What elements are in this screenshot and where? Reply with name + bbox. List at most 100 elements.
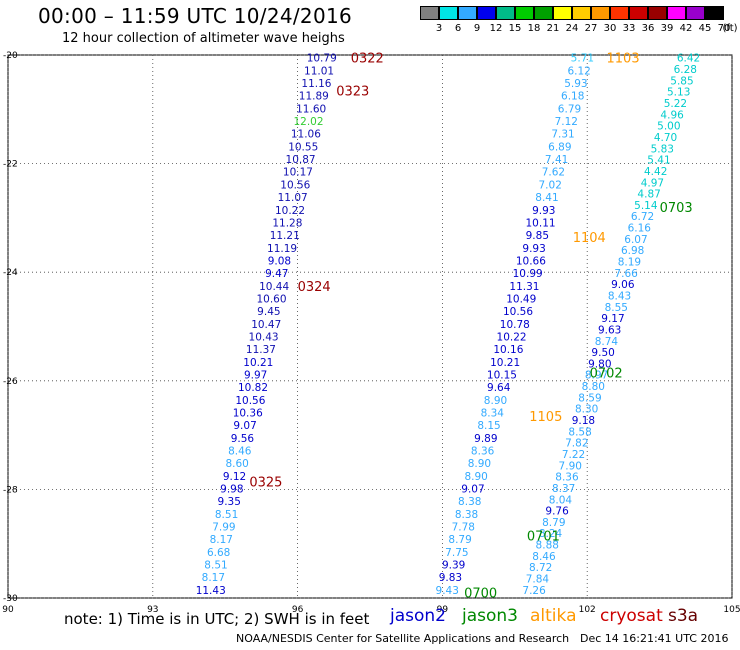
legend-tick-label: 24 (565, 23, 579, 34)
satellite-name-altika: altika (530, 606, 577, 626)
swh-value: 8.30 (575, 404, 598, 416)
swh-value: 9.07 (233, 420, 256, 432)
swh-value: 4.42 (644, 166, 667, 178)
legend-swatch (591, 6, 610, 20)
swh-value: 7.82 (565, 438, 588, 450)
swh-value: 8.04 (549, 494, 573, 506)
legend-tick-label: 39 (660, 23, 674, 34)
lat-tick-label: -22 (3, 160, 18, 170)
legend-tick-label: 42 (679, 23, 693, 34)
swh-value: 9.50 (591, 347, 614, 359)
swh-value: 11.01 (304, 65, 334, 77)
swh-value: 8.58 (568, 426, 591, 438)
swh-value: 10.56 (503, 306, 533, 318)
cycle-pass-label: 0701 (527, 530, 560, 545)
swh-value: 8.34 (481, 407, 505, 419)
swh-value: 10.15 (487, 369, 517, 381)
swh-value: 11.28 (272, 217, 302, 229)
swh-value: 6.42 (677, 53, 700, 65)
swh-value: 5.13 (667, 87, 690, 99)
legend-swatch (477, 6, 496, 20)
swh-value: 10.55 (288, 141, 318, 153)
swh-value: 8.59 (578, 392, 601, 404)
swh-value: 5.71 (571, 53, 594, 65)
swh-value: 7.84 (526, 574, 550, 586)
swh-value: 6.12 (567, 65, 590, 77)
swh-value: 7.26 (522, 585, 546, 597)
swh-value: 6.07 (624, 234, 647, 246)
legend-swatch (610, 6, 629, 20)
swh-value: 5.22 (664, 98, 687, 110)
swh-value: 5.14 (634, 200, 658, 212)
color-scale-legend: 3 6 9 12 15 18 21 24 27 30 33 36 39 42 45 70 (ft) (420, 6, 738, 40)
cycle-pass-label: 0325 (249, 475, 282, 490)
legend-swatch (439, 6, 458, 20)
swh-value: 10.66 (516, 255, 546, 267)
cycle-pass-label: 1103 (607, 52, 640, 67)
swh-value: 8.43 (608, 290, 631, 302)
legend-tick-label: 33 (622, 23, 636, 34)
swh-value: 11.07 (278, 192, 308, 204)
swh-value: 9.08 (268, 255, 291, 267)
swh-value: 9.17 (601, 313, 624, 325)
swh-value: 5.41 (647, 155, 670, 167)
swh-value: 4.70 (654, 132, 677, 144)
swh-value: 7.02 (539, 179, 562, 191)
legend-swatch (420, 6, 439, 20)
swh-value: 10.11 (526, 217, 556, 229)
swh-value: 8.24 (539, 528, 563, 540)
swh-value: 9.63 (598, 324, 621, 336)
swh-value: 8.72 (529, 562, 552, 574)
swh-value: 11.89 (299, 91, 329, 103)
cycle-pass-label: 0703 (660, 201, 693, 216)
swh-value: 9.18 (572, 415, 595, 427)
swh-value: 9.43 (436, 585, 459, 597)
cycle-pass-label: 0324 (298, 280, 331, 295)
swh-value: 10.49 (506, 293, 536, 305)
lon-tick-label: 90 (2, 605, 14, 615)
swh-value: 6.98 (621, 245, 644, 257)
lat-tick-label: -28 (3, 485, 18, 495)
cycle-pass-label: 0322 (351, 52, 384, 67)
legend-swatch (515, 6, 534, 20)
swh-value: 6.68 (207, 547, 230, 559)
swh-value: 10.78 (500, 319, 530, 331)
swh-value: 10.56 (235, 395, 265, 407)
swh-value: 8.60 (225, 458, 248, 470)
swh-value: 9.98 (220, 483, 243, 495)
swh-value: 8.37 (552, 483, 575, 495)
legend-swatch (572, 6, 591, 20)
legend-tick-label: 21 (546, 23, 560, 34)
lat-tick-label: -24 (3, 268, 18, 278)
legend-tick-label: 6 (454, 23, 462, 34)
swh-value: 9.45 (257, 306, 280, 318)
swh-value: 10.47 (251, 319, 281, 331)
swh-value: 8.79 (448, 534, 471, 546)
swh-value: 8.15 (477, 420, 500, 432)
swh-value: 10.36 (233, 407, 263, 419)
swh-value: 9.93 (522, 243, 545, 255)
swh-value: 9.80 (588, 358, 611, 370)
swh-value: 7.90 (559, 460, 582, 472)
legend-swatch (458, 6, 477, 20)
swh-value: 9.06 (611, 279, 635, 291)
swh-value: 9.07 (461, 483, 484, 495)
cycle-pass-label: 0700 (464, 587, 497, 602)
legend-tick-label: 9 (473, 23, 481, 34)
lat-tick-label: -20 (3, 51, 18, 61)
swh-value: 8.90 (464, 471, 487, 483)
units-note: note: 1) Time is in UTC; 2) SWH is in fe… (64, 610, 370, 628)
swh-value: 5.93 (564, 78, 587, 90)
swh-value: 4.96 (660, 109, 684, 121)
swh-value: 7.31 (551, 129, 574, 141)
swh-value: 10.79 (307, 53, 337, 65)
swh-value: 11.60 (296, 103, 326, 115)
swh-value: 9.93 (532, 205, 555, 217)
legend-tick-label: 70 (717, 23, 731, 34)
swh-value: 9.97 (244, 369, 267, 381)
swh-value: 7.22 (562, 449, 585, 461)
legend-unit-label: (ft) (722, 23, 738, 34)
swh-value: 9.76 (545, 506, 569, 518)
satellite-name-jason2: jason2 (390, 606, 446, 626)
map-subtitle: 12 hour collection of altimeter wave hei… (62, 31, 345, 46)
